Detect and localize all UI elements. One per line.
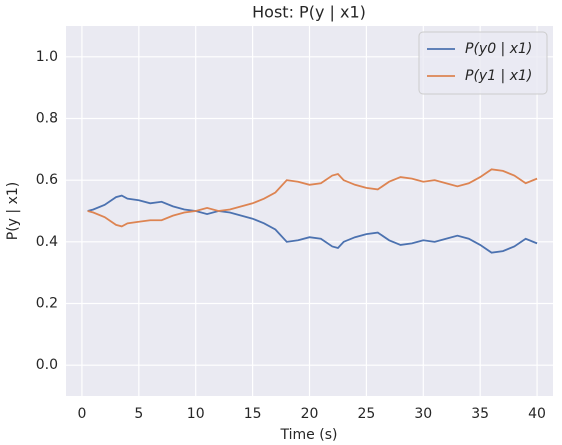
x-tick-label: 15 [244,406,262,422]
series-line [87,194,538,254]
legend-label: P(y0 | x1) [465,41,532,57]
x-tick-label: 0 [77,406,86,422]
legend-label: P(y1 | x1) [465,68,532,84]
y-tick-label: 0.4 [36,234,58,250]
x-tick-label: 35 [471,406,489,422]
y-tick-label: 1.0 [36,49,58,65]
x-tick-label: 10 [187,406,205,422]
x-tick-label: 40 [528,406,546,422]
x-axis-label: Time (s) [280,427,338,443]
y-tick-label: 0.0 [36,357,58,373]
x-tick-label: 5 [134,406,143,422]
x-tick-label: 20 [301,406,319,422]
x-tick-label: 25 [357,406,375,422]
y-axis-label: P(y | x1) [5,182,21,240]
series-line [87,168,538,228]
y-tick-label: 0.6 [36,172,58,188]
y-tick-label: 0.8 [36,111,58,127]
x-tick-label: 30 [414,406,432,422]
chart-title: Host: P(y | x1) [252,3,366,22]
y-tick-label: 0.2 [36,296,58,312]
legend-box [418,31,548,95]
